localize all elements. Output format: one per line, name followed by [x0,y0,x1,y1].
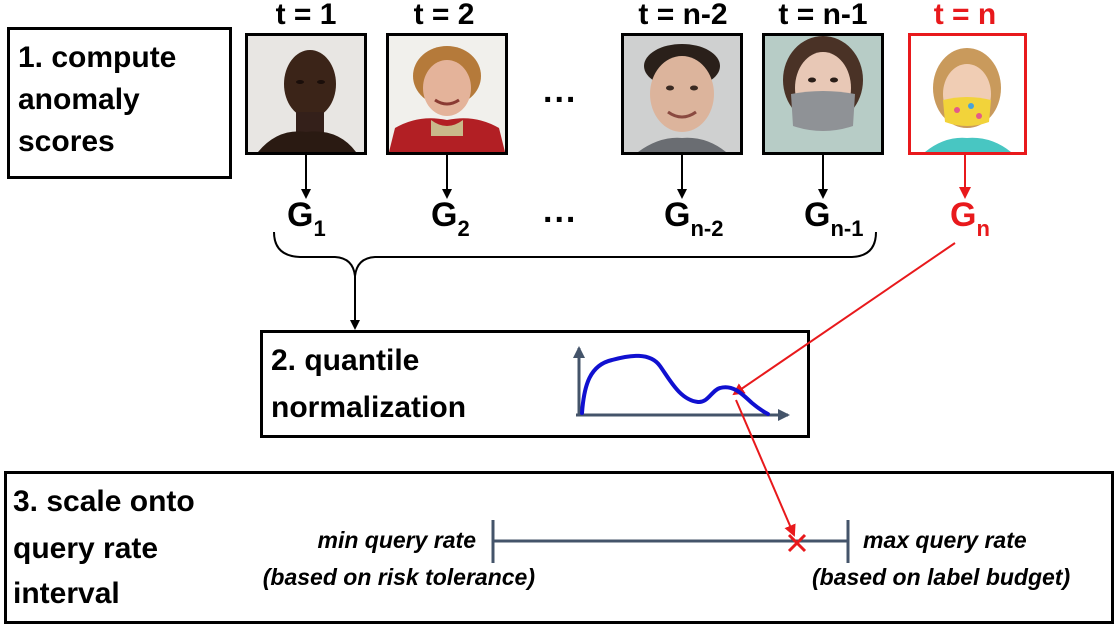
step2-line2: normalization [271,391,467,424]
min-query-rate-note: (based on risk tolerance) [262,564,535,590]
min-query-rate-label: min query rate [317,527,477,553]
face-image-1 [245,33,367,155]
max-query-rate-label: max query rate [863,527,1027,553]
face-image-n-1 [762,33,884,155]
step1-line1: 1. compute [18,41,177,74]
ellipsis-images: ... [543,72,578,110]
max-query-rate-note: (based on label budget) [812,564,1071,590]
step2-line1: 2. quantile [271,344,420,377]
timestep-label-1: t = 1 [275,0,337,31]
timestep-label-n: t = n [933,0,997,31]
step2-box: 2. quantile normalization [260,330,810,438]
score-gn: Gn [950,196,990,241]
portrait-man-dark-skin-icon [248,36,364,152]
face-image-n [908,33,1027,155]
timestep-label-2: t = 2 [413,0,475,31]
score-g2: G2 [431,196,470,241]
face-image-n-2 [621,33,743,155]
portrait-girl-yellow-mask-icon [911,36,1024,152]
step1-box: 1. compute anomaly scores [7,27,232,179]
score-gn-1: Gn-1 [804,196,864,241]
portrait-woman-red-jacket-icon [389,36,505,152]
portrait-woman-gray-mask-icon [765,36,881,152]
face-image-2 [386,33,508,155]
step3-line1: 3. scale onto [13,485,195,518]
timestep-label-n-1: t = n-1 [778,0,868,31]
brace-scores [273,231,877,277]
step3-line3: interval [13,577,120,610]
score-g1: G1 [287,196,326,241]
portrait-young-man-smiling-icon [624,36,740,152]
ellipsis-scores: ... [543,192,578,230]
score-gn-2: Gn-2 [664,196,724,241]
step3-box: 3. scale onto query rate interval [4,471,1114,624]
timestep-label-n-2: t = n-2 [638,0,728,31]
step1-line3: scores [18,125,115,158]
step3-line2: query rate [13,532,159,565]
step1-line2: anomaly [18,83,140,116]
